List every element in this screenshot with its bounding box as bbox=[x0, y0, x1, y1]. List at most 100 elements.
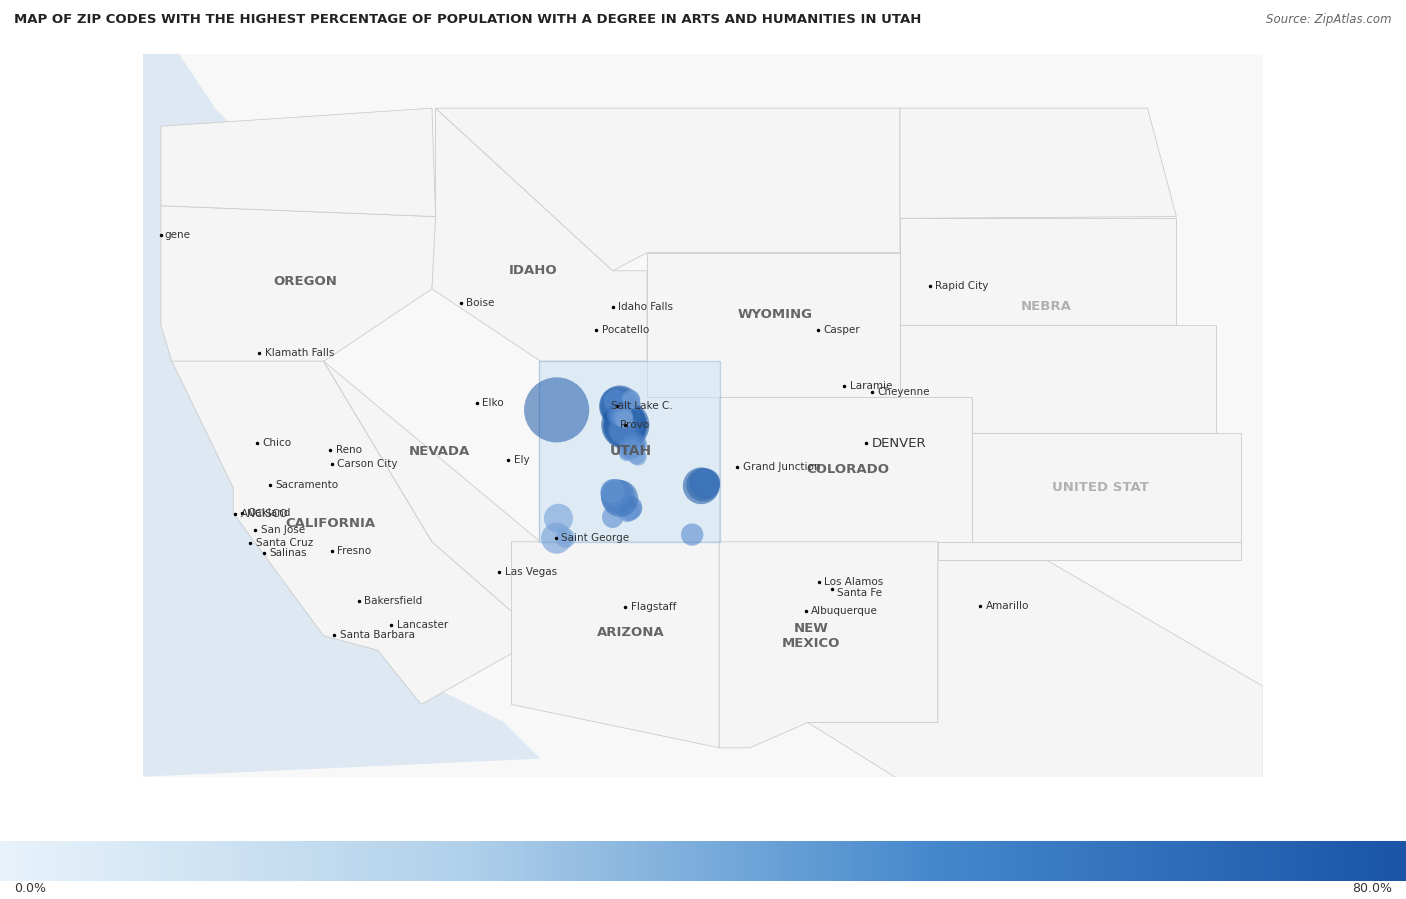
Text: Los Alamos: Los Alamos bbox=[824, 577, 883, 587]
Text: Rapid City: Rapid City bbox=[935, 281, 988, 291]
Text: gene: gene bbox=[165, 229, 191, 240]
Polygon shape bbox=[808, 560, 1263, 899]
Point bbox=[610, 408, 633, 423]
Text: WYOMING: WYOMING bbox=[738, 307, 813, 321]
Text: Bakersfield: Bakersfield bbox=[364, 596, 423, 606]
Point bbox=[624, 448, 647, 462]
Point bbox=[609, 407, 631, 422]
Point bbox=[681, 528, 703, 542]
Point bbox=[607, 403, 630, 417]
Point bbox=[612, 405, 634, 419]
Point bbox=[606, 401, 628, 415]
Polygon shape bbox=[720, 397, 972, 542]
Text: 80.0%: 80.0% bbox=[1353, 882, 1392, 895]
Point bbox=[620, 502, 643, 516]
Point bbox=[614, 415, 637, 430]
Text: Sacramento: Sacramento bbox=[276, 480, 339, 490]
Text: Klamath Falls: Klamath Falls bbox=[264, 348, 335, 358]
Point bbox=[617, 442, 640, 457]
Point bbox=[693, 476, 716, 491]
Point bbox=[623, 439, 645, 453]
Polygon shape bbox=[720, 542, 938, 748]
Text: Amarillo: Amarillo bbox=[986, 601, 1029, 611]
Polygon shape bbox=[938, 542, 1241, 560]
Point bbox=[612, 411, 634, 425]
Point bbox=[620, 393, 643, 407]
Text: Santa Barbara: Santa Barbara bbox=[340, 630, 415, 640]
Point bbox=[696, 476, 718, 490]
Point bbox=[606, 400, 628, 414]
Text: MAP OF ZIP CODES WITH THE HIGHEST PERCENTAGE OF POPULATION WITH A DEGREE IN ARTS: MAP OF ZIP CODES WITH THE HIGHEST PERCEN… bbox=[14, 13, 921, 26]
Text: Laramie: Laramie bbox=[849, 381, 891, 391]
Text: CALIFORNIA: CALIFORNIA bbox=[285, 517, 375, 530]
Text: UTAH: UTAH bbox=[610, 444, 652, 458]
Point bbox=[617, 504, 640, 519]
Point bbox=[610, 403, 633, 417]
Text: Reno: Reno bbox=[336, 445, 361, 456]
Text: Flagstaff: Flagstaff bbox=[631, 601, 676, 612]
Polygon shape bbox=[512, 542, 720, 748]
Point bbox=[621, 442, 644, 457]
Point bbox=[612, 423, 634, 438]
Polygon shape bbox=[647, 253, 900, 397]
Point bbox=[613, 419, 636, 433]
Text: Provo: Provo bbox=[620, 420, 648, 430]
Point bbox=[690, 478, 713, 493]
Point bbox=[620, 500, 643, 514]
Text: Boise: Boise bbox=[467, 298, 495, 308]
Polygon shape bbox=[160, 108, 436, 217]
Point bbox=[546, 403, 568, 417]
Polygon shape bbox=[900, 108, 1177, 218]
Polygon shape bbox=[900, 218, 1177, 325]
Text: IDAHO: IDAHO bbox=[509, 264, 557, 277]
Point bbox=[621, 441, 644, 455]
Point bbox=[627, 450, 650, 464]
Point bbox=[610, 401, 633, 415]
Point bbox=[602, 510, 624, 524]
Point bbox=[546, 531, 568, 546]
Text: Cheyenne: Cheyenne bbox=[877, 387, 929, 397]
Point bbox=[609, 400, 631, 414]
Point bbox=[619, 409, 641, 423]
Point bbox=[603, 485, 626, 500]
Point bbox=[605, 487, 627, 502]
Text: Idaho Falls: Idaho Falls bbox=[619, 302, 673, 312]
Point bbox=[617, 441, 640, 455]
Text: Lancaster: Lancaster bbox=[396, 620, 447, 630]
Point bbox=[613, 421, 636, 435]
Point bbox=[620, 408, 643, 423]
Point bbox=[612, 404, 634, 418]
Point bbox=[606, 402, 628, 416]
Point bbox=[612, 423, 634, 437]
Point bbox=[613, 413, 636, 427]
Text: Pocatello: Pocatello bbox=[602, 325, 650, 334]
Text: UNITED STAT: UNITED STAT bbox=[1052, 481, 1149, 494]
Text: Salt Lake C.: Salt Lake C. bbox=[612, 401, 673, 411]
Text: Las Vegas: Las Vegas bbox=[505, 566, 557, 577]
Point bbox=[692, 477, 714, 492]
Point bbox=[605, 394, 627, 408]
Polygon shape bbox=[538, 361, 720, 542]
Text: OREGON: OREGON bbox=[274, 275, 337, 288]
Point bbox=[606, 399, 628, 414]
Text: Elko: Elko bbox=[482, 398, 503, 408]
Polygon shape bbox=[436, 108, 900, 271]
Text: Saint George: Saint George bbox=[561, 533, 628, 543]
Point bbox=[605, 396, 627, 410]
Polygon shape bbox=[900, 325, 1216, 433]
Point bbox=[623, 437, 645, 451]
Polygon shape bbox=[972, 433, 1241, 542]
Point bbox=[614, 417, 637, 432]
Point bbox=[602, 484, 624, 498]
Text: San Jose: San Jose bbox=[260, 524, 305, 535]
Text: NEW
MEXICO: NEW MEXICO bbox=[782, 622, 841, 650]
Point bbox=[614, 418, 637, 432]
Point bbox=[616, 444, 638, 458]
Text: NEBRA: NEBRA bbox=[1021, 300, 1071, 314]
Polygon shape bbox=[160, 206, 436, 361]
Point bbox=[547, 512, 569, 526]
Text: Albuquerque: Albuquerque bbox=[811, 606, 879, 616]
Point bbox=[619, 410, 641, 424]
Point bbox=[616, 414, 638, 429]
Point bbox=[605, 397, 627, 412]
